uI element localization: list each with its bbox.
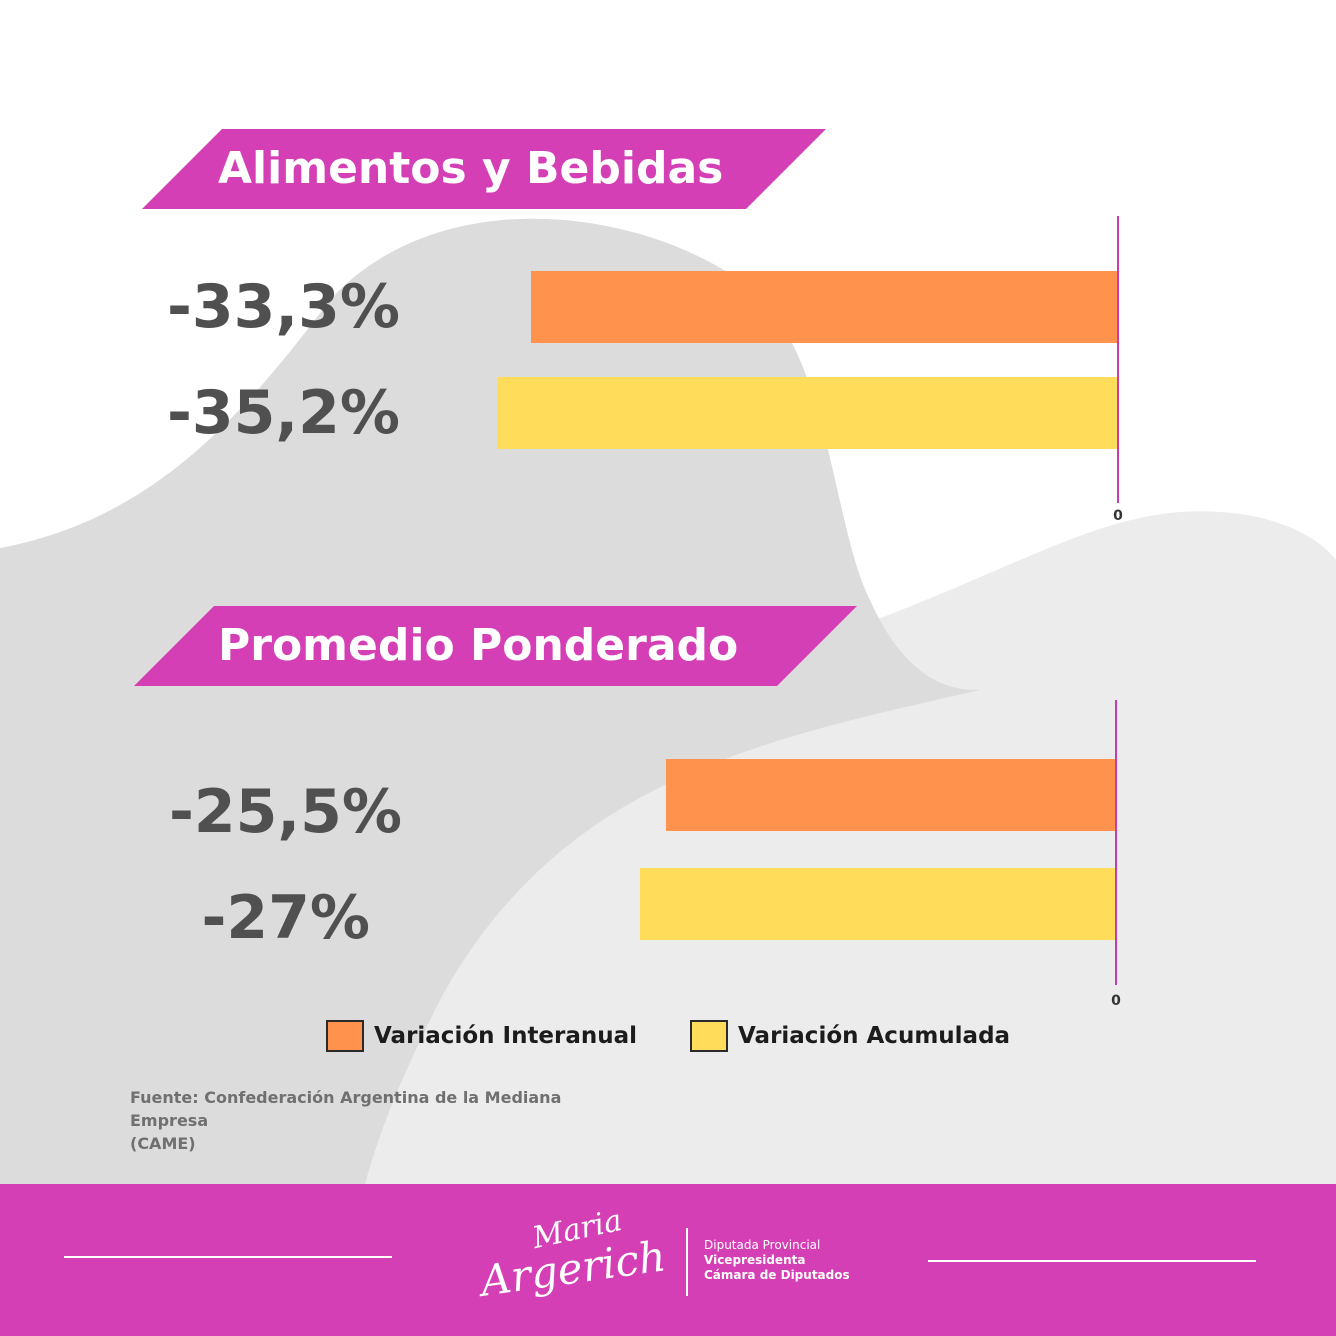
gray-blob bbox=[0, 218, 980, 1184]
chart1-bar-acumulada bbox=[497, 377, 1117, 449]
footer-role-block: Diputada Provincial Vicepresidenta Cámar… bbox=[704, 1238, 850, 1283]
source-note: Fuente: Confederación Argentina de la Me… bbox=[130, 1086, 630, 1155]
footer-band: Maria Argerich Diputada Provincial Vicep… bbox=[0, 1184, 1336, 1336]
chart2-value-label-interanual: -25,5% bbox=[168, 777, 402, 847]
chart2-bar-acumulada bbox=[639, 868, 1115, 940]
footer-role-1: Diputada Provincial bbox=[704, 1238, 821, 1252]
footer-line-right bbox=[928, 1260, 1256, 1262]
chart2-bar-interanual bbox=[666, 759, 1115, 831]
source-line-2: (CAME) bbox=[130, 1134, 196, 1153]
footer-divider bbox=[686, 1228, 688, 1296]
footer-line-left bbox=[64, 1256, 392, 1258]
light-gray-blob bbox=[300, 511, 1336, 1184]
footer-role-3: Cámara de Diputados bbox=[704, 1268, 850, 1282]
chart1-title: Alimentos y Bebidas bbox=[218, 143, 724, 194]
chart1-bar-interanual bbox=[530, 271, 1117, 343]
banner-promedio bbox=[134, 606, 857, 686]
signature-logo: Maria Argerich bbox=[477, 1203, 680, 1308]
chart1-zero-label: 0 bbox=[1113, 508, 1123, 524]
chart2-value-label-acumulada: -27% bbox=[201, 883, 370, 953]
legend-item-acumulada: Variación Acumulada bbox=[690, 1020, 1010, 1052]
footer-role-2: Vicepresidenta bbox=[704, 1253, 806, 1267]
legend-swatch-acumulada bbox=[690, 1020, 728, 1052]
legend-label-acumulada: Variación Acumulada bbox=[738, 1023, 1011, 1049]
source-line-1: Fuente: Confederación Argentina de la Me… bbox=[130, 1088, 562, 1130]
legend-label-interanual: Variación Interanual bbox=[374, 1023, 638, 1049]
chart1-value-label-acumulada: -35,2% bbox=[166, 378, 400, 448]
chart2-zero-label: 0 bbox=[1111, 993, 1121, 1009]
chart1-value-label-interanual: -33,3% bbox=[166, 272, 400, 342]
banner-alimentos bbox=[142, 129, 826, 209]
legend-item-interanual: Variación Interanual bbox=[326, 1020, 637, 1052]
chart2-zero-axis bbox=[1115, 700, 1117, 985]
chart1-zero-axis bbox=[1117, 216, 1119, 503]
legend-swatch-interanual bbox=[326, 1020, 364, 1052]
chart2-title: Promedio Ponderado bbox=[218, 620, 739, 671]
